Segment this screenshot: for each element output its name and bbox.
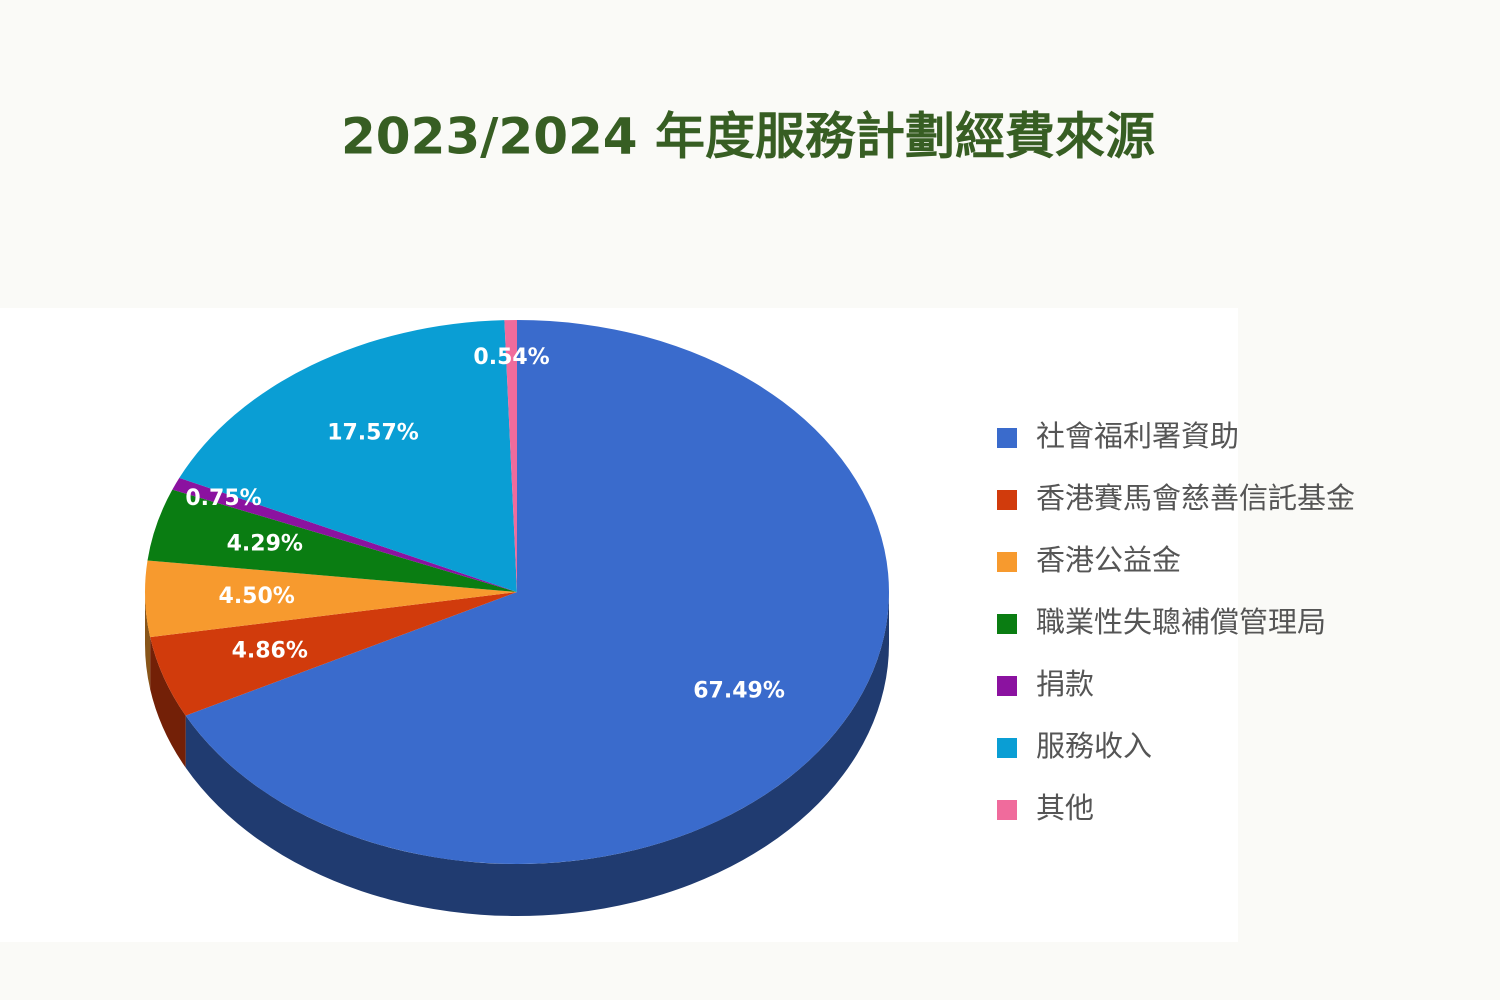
legend-swatch [997, 800, 1017, 820]
legend-swatch [997, 428, 1017, 448]
legend-label: 其他 [1036, 791, 1094, 825]
legend-label: 服務收入 [1036, 729, 1152, 763]
legend-label: 職業性失聰補償管理局 [1036, 605, 1326, 639]
data-label: 0.75% [185, 486, 261, 511]
data-label: 0.54% [473, 345, 549, 370]
slice [150, 592, 517, 716]
slice [179, 320, 517, 592]
data-label: 4.50% [219, 584, 295, 609]
legend-label: 社會福利署資助 [1036, 419, 1239, 453]
slice-side [150, 637, 186, 768]
legend-swatch [997, 676, 1017, 696]
legend-swatch [997, 614, 1017, 634]
data-label: 67.49% [693, 678, 785, 703]
chart-title: 2023/2024 年度服務計劃經費來源 [341, 108, 1155, 166]
legend-swatch [997, 552, 1017, 572]
data-label: 4.86% [232, 639, 308, 664]
slice-side [185, 592, 890, 917]
slice-side [145, 592, 151, 690]
legend-label: 香港賽馬會慈善信託基金 [1036, 481, 1355, 515]
data-label: 4.29% [227, 532, 303, 557]
legend-label: 香港公益金 [1036, 543, 1181, 577]
slice [147, 489, 517, 592]
data-label: 17.57% [327, 420, 419, 445]
slice [172, 477, 517, 592]
legend-label: 捐款 [1036, 667, 1094, 701]
slice [504, 320, 517, 592]
legend-swatch [997, 738, 1017, 758]
slice [185, 320, 889, 864]
slice [144, 560, 517, 638]
legend-swatch [997, 490, 1017, 510]
